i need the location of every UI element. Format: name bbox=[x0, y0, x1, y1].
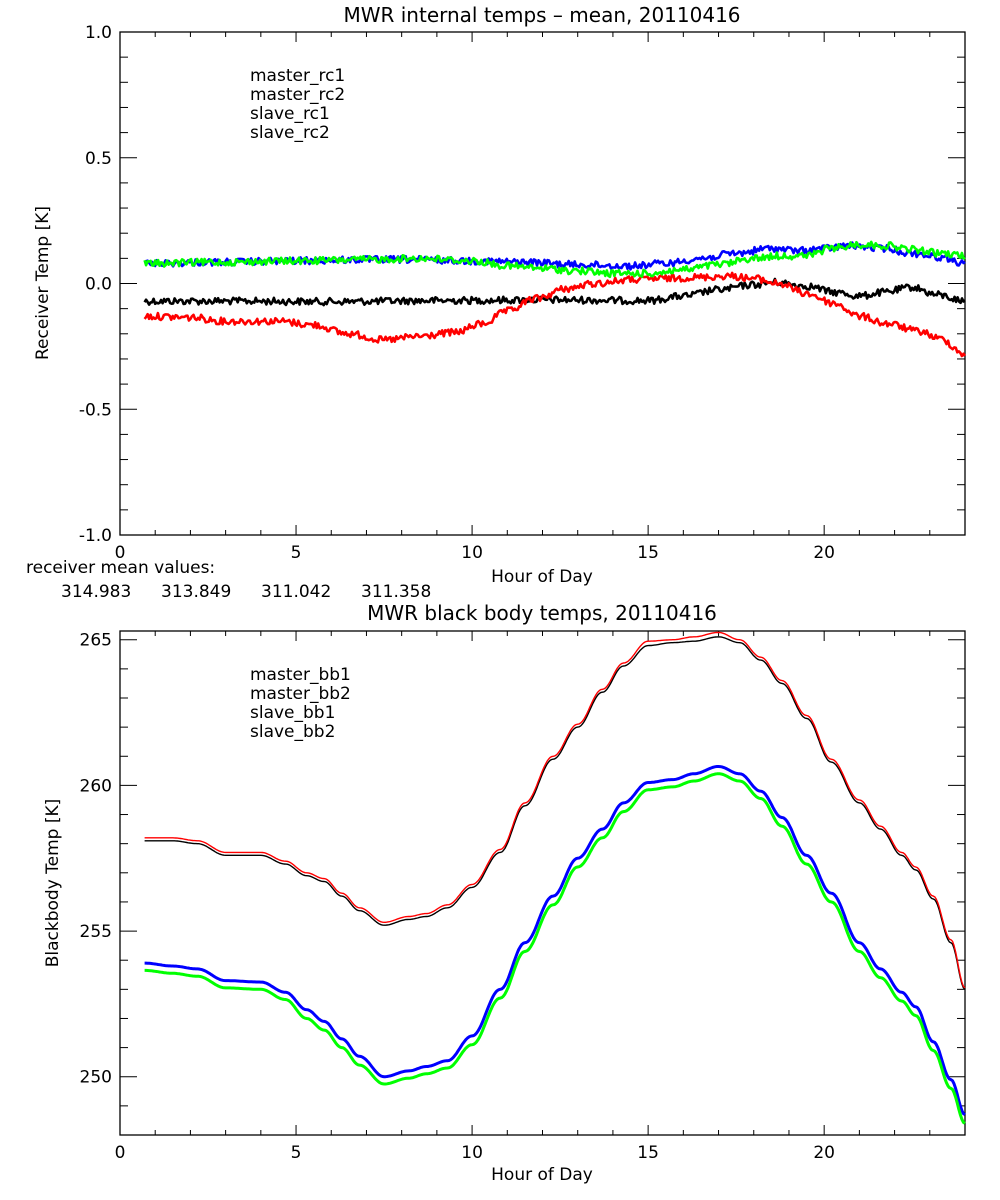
axis-tick-labels: 0 5 10 15 20 1.0 0.5 0.0 -0.5 -1.0 bbox=[79, 23, 835, 563]
plot-frame bbox=[119, 31, 966, 536]
mean-values: 314.983 313.849 311.042 311.358 bbox=[61, 582, 431, 602]
legend-entry: slave_bb1 bbox=[250, 703, 335, 723]
chart-title: MWR internal temps – mean, 20110416 bbox=[343, 3, 740, 27]
x-tick-label: 15 bbox=[637, 543, 659, 563]
y-tick-label: 255 bbox=[80, 922, 112, 942]
series-line-slave_bb2 bbox=[144, 772, 966, 1125]
y-tick-label: 0.0 bbox=[85, 275, 112, 295]
mean-values-label: receiver mean values: bbox=[26, 558, 215, 578]
plot-frame bbox=[119, 630, 966, 1136]
y-tick-label: 0.5 bbox=[85, 149, 112, 169]
legend-entry: slave_bb2 bbox=[250, 722, 335, 742]
y-tick-label: 265 bbox=[80, 631, 112, 651]
x-tick-label: 0 bbox=[115, 543, 126, 563]
blackbody-temp-chart: MWR black body temps, 20110416 0 5 10 15 20 2… bbox=[43, 601, 966, 1185]
series-line-slave_rc2 bbox=[143, 240, 966, 279]
x-tick-label: 5 bbox=[291, 543, 302, 563]
x-tick-label: 15 bbox=[637, 1143, 659, 1163]
legend-entry: master_bb2 bbox=[250, 684, 351, 704]
y-tick-label: 260 bbox=[80, 776, 112, 796]
x-tick-label: 10 bbox=[461, 1143, 483, 1163]
axis-tick-labels: 0 5 10 15 20 265 260 255 250 bbox=[80, 631, 835, 1163]
receiver-temp-chart: MWR internal temps – mean, 20110416 0 5 10… bbox=[26, 3, 967, 602]
y-axis-label: Blackbody Temp [K] bbox=[43, 799, 63, 968]
y-tick-label: -1.0 bbox=[79, 526, 112, 546]
x-axis-label: Hour of Day bbox=[491, 1165, 593, 1185]
series-lines bbox=[143, 240, 967, 358]
x-tick-label: 20 bbox=[813, 1143, 835, 1163]
legend-entry: master_rc2 bbox=[250, 85, 345, 105]
axis-ticks bbox=[119, 631, 966, 1136]
mean-value: 311.358 bbox=[361, 582, 431, 602]
series-line-master_rc1 bbox=[143, 277, 966, 307]
y-tick-label: 1.0 bbox=[85, 23, 112, 43]
legend-entry: master_rc1 bbox=[250, 66, 345, 86]
mean-value: 311.042 bbox=[261, 582, 331, 602]
legend-entry: slave_rc2 bbox=[250, 123, 330, 143]
legend: master_rc1 master_rc2 slave_rc1 slave_rc… bbox=[250, 66, 345, 143]
x-tick-label: 0 bbox=[115, 1143, 126, 1163]
y-tick-label: 250 bbox=[80, 1068, 112, 1088]
series-lines bbox=[144, 631, 966, 1125]
chart-title: MWR black body temps, 20110416 bbox=[367, 601, 717, 625]
x-tick-label: 5 bbox=[291, 1143, 302, 1163]
y-tick-label: -0.5 bbox=[79, 400, 112, 420]
series-line-master_bb1 bbox=[144, 636, 966, 990]
series-line-slave_bb1 bbox=[144, 765, 966, 1116]
x-tick-label: 10 bbox=[461, 543, 483, 563]
legend-entry: slave_rc1 bbox=[250, 104, 330, 124]
x-axis-label: Hour of Day bbox=[491, 567, 593, 587]
series-line-master_rc2 bbox=[143, 271, 967, 358]
legend: master_bb1 master_bb2 slave_bb1 slave_bb… bbox=[250, 665, 351, 742]
y-axis-label: Receiver Temp [K] bbox=[33, 206, 53, 360]
legend-entry: master_bb1 bbox=[250, 665, 351, 685]
series-line-master_bb2 bbox=[144, 631, 966, 989]
mean-value: 313.849 bbox=[161, 582, 231, 602]
axis-ticks bbox=[119, 31, 966, 536]
mean-value: 314.983 bbox=[61, 582, 131, 602]
x-tick-label: 20 bbox=[813, 543, 835, 563]
